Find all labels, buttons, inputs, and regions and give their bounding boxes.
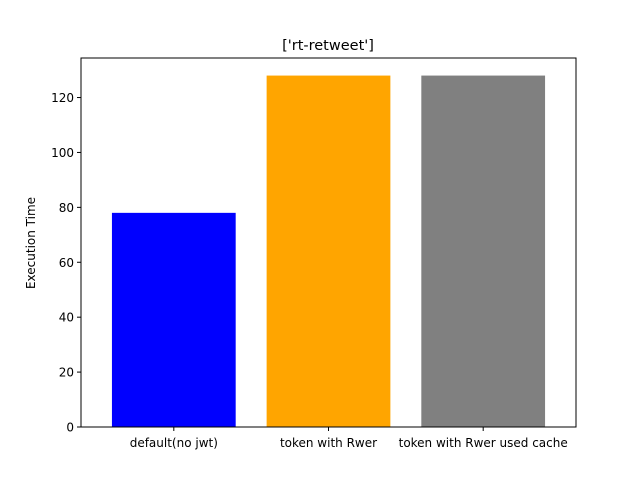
chart-title: ['rt-retweet'] xyxy=(282,38,374,54)
y-axis-label: Execution Time xyxy=(24,197,38,289)
plot-frame xyxy=(80,57,577,428)
y-tick-label: 100 xyxy=(51,146,74,160)
y-tick-label: 80 xyxy=(59,201,74,215)
bar-1 xyxy=(111,212,236,427)
bar-3 xyxy=(421,75,546,428)
y-tick-label: 20 xyxy=(59,366,74,380)
x-axis-ticks: default(no jwt) token with Rwer token with… xyxy=(130,427,568,450)
y-tick-label: 0 xyxy=(66,421,74,435)
y-tick-label: 40 xyxy=(59,311,74,325)
bar-2 xyxy=(266,75,391,428)
y-tick-label: 120 xyxy=(51,91,74,105)
y-axis-ticks: 0 20 40 60 80 100 120 xyxy=(51,91,81,435)
bars-group xyxy=(111,75,546,428)
x-tick-label: token with Rwer xyxy=(280,436,377,450)
x-tick-label: default(no jwt) xyxy=(130,436,218,450)
x-tick-label: token with Rwer used cache xyxy=(399,436,568,450)
y-tick-label: 60 xyxy=(59,256,74,270)
